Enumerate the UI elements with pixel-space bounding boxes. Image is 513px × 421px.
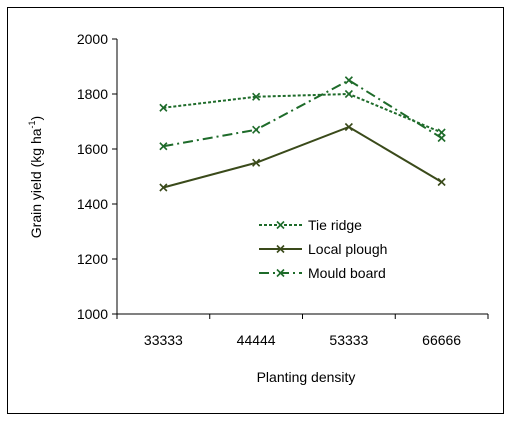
data-point — [344, 122, 353, 132]
x-tick-label: 53333 — [329, 332, 368, 348]
data-point — [344, 76, 353, 85]
y-tick-label: 2000 — [77, 31, 108, 47]
y-tick-label: 1000 — [77, 306, 108, 322]
legend-label: Tie ridge — [308, 217, 362, 233]
legend-label: Local plough — [308, 241, 387, 257]
series-line — [163, 79, 443, 148]
data-point — [252, 92, 261, 101]
legend-entry: Tie ridge — [259, 217, 362, 233]
x-tick-labels: 33333 44444 53333 66666 — [144, 332, 461, 348]
data-point — [159, 103, 168, 112]
legend-marker — [276, 244, 285, 254]
data-point — [437, 133, 446, 143]
series-tie-ridge — [159, 89, 446, 137]
data-point — [252, 158, 261, 167]
y-tick-label: 1800 — [77, 86, 108, 102]
series-mould-board — [159, 76, 446, 151]
legend-marker — [276, 220, 285, 230]
x-tick-label: 66666 — [422, 332, 461, 348]
axes — [112, 38, 489, 319]
series-local-plough — [159, 122, 446, 192]
data-point — [159, 142, 168, 151]
legend-entry: Local plough — [259, 241, 387, 257]
series-layer — [159, 76, 446, 192]
data-point — [344, 89, 353, 99]
y-tick-label: 1400 — [77, 196, 108, 212]
y-axis-label-end: ) — [28, 116, 44, 121]
legend-label: Mould board — [308, 265, 386, 281]
y-axis-label-main: Grain yield (kg ha — [28, 128, 44, 238]
chart-frame — [7, 7, 504, 414]
data-point — [159, 183, 168, 192]
x-axis-label: Planting density — [257, 369, 356, 385]
legend-marker — [276, 268, 285, 278]
y-tick-label: 1600 — [77, 141, 108, 157]
legend-entry: Mould board — [259, 265, 386, 281]
x-tick-label: 44444 — [237, 332, 276, 348]
y-tick-labels: 1000 1200 1400 1600 1800 2000 — [77, 31, 108, 322]
series-line — [163, 125, 443, 189]
y-axis-label: Grain yield (kg ha-1) — [27, 116, 44, 238]
data-point — [437, 177, 446, 187]
data-point — [252, 125, 261, 134]
y-tick-label: 1200 — [77, 251, 108, 267]
y-axis-label-superscript: -1 — [27, 120, 37, 128]
x-tick-label: 33333 — [144, 332, 183, 348]
legend: Tie ridge Local plough Mould board — [259, 217, 387, 281]
series-line — [163, 92, 443, 134]
